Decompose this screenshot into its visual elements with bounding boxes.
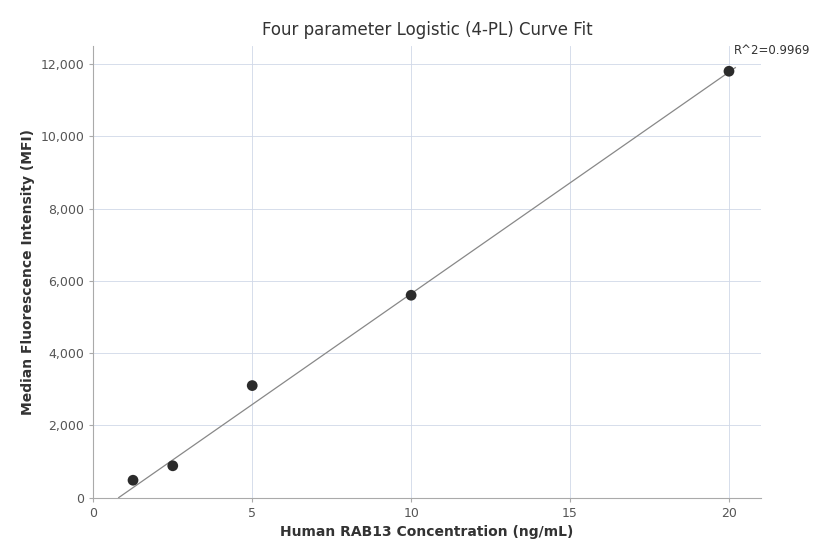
Point xyxy=(126,476,140,485)
Point xyxy=(722,67,735,76)
Y-axis label: Median Fluorescence Intensity (MFI): Median Fluorescence Intensity (MFI) xyxy=(21,129,35,415)
Title: Four parameter Logistic (4-PL) Curve Fit: Four parameter Logistic (4-PL) Curve Fit xyxy=(262,21,592,39)
Text: R^2=0.9969: R^2=0.9969 xyxy=(734,44,810,57)
Point xyxy=(166,461,180,470)
X-axis label: Human RAB13 Concentration (ng/mL): Human RAB13 Concentration (ng/mL) xyxy=(280,525,574,539)
Point xyxy=(404,291,418,300)
Point xyxy=(245,381,259,390)
